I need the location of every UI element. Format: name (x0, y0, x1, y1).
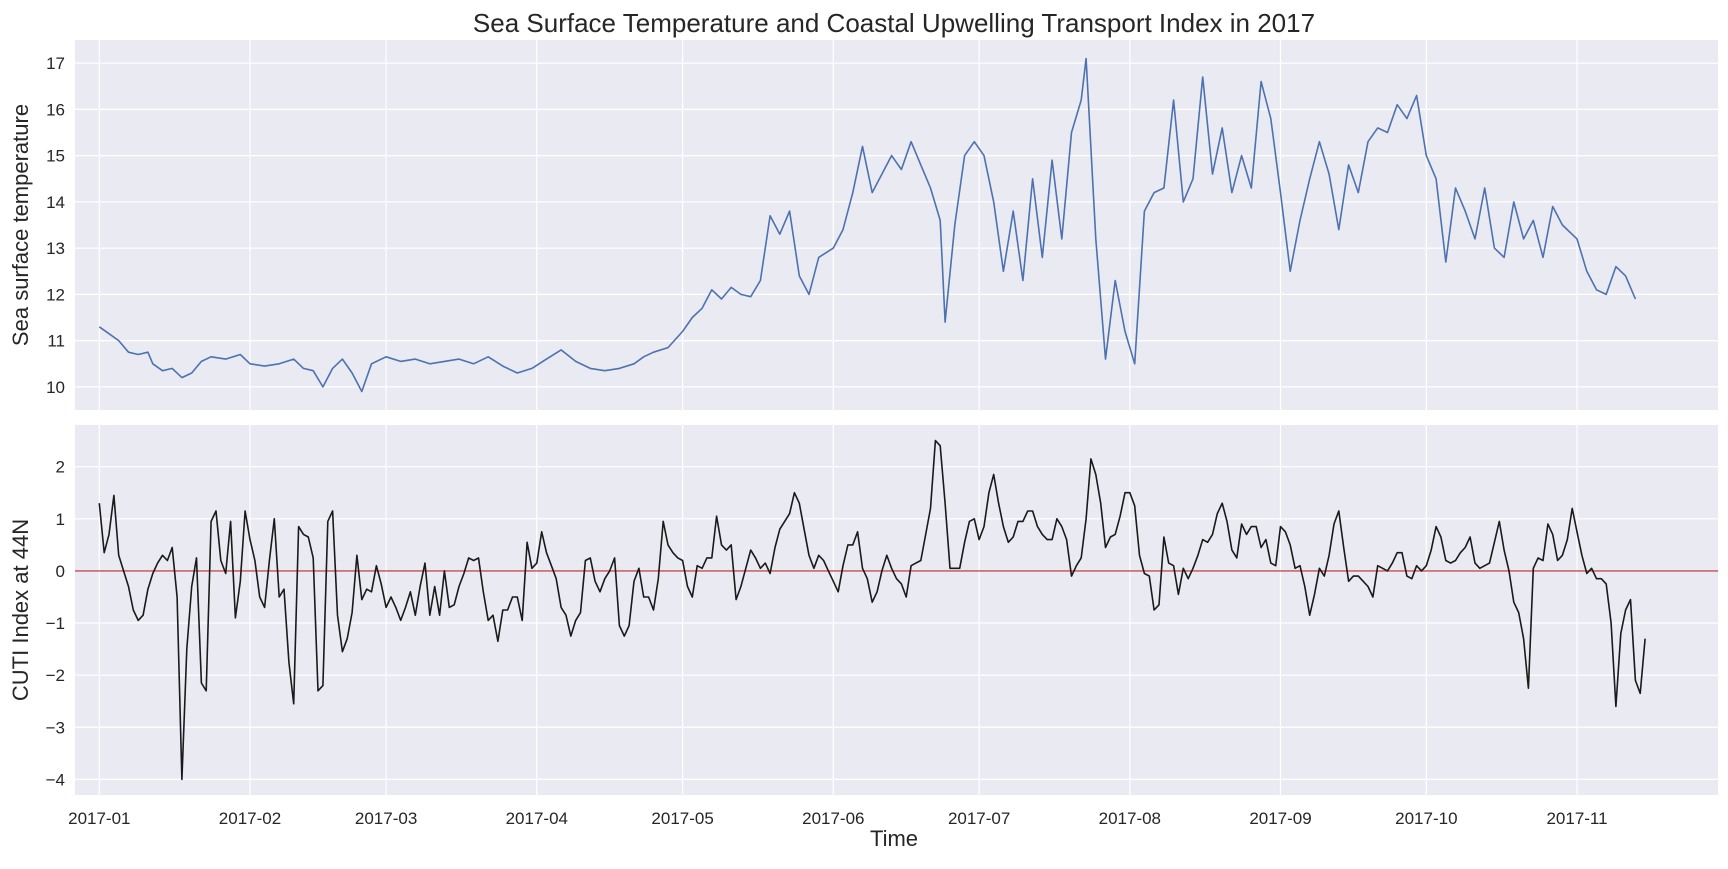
x-axis-label: Time (870, 826, 918, 851)
x-tick-label: 2017-09 (1249, 809, 1311, 828)
y-tick-label: 13 (46, 239, 65, 258)
x-tick-label: 2017-03 (355, 809, 417, 828)
y-tick-label: 1 (56, 510, 65, 529)
x-tick-label: 2017-05 (651, 809, 713, 828)
x-tick-label: 2017-08 (1099, 809, 1161, 828)
chart-title: Sea Surface Temperature and Coastal Upwe… (473, 8, 1315, 38)
y-tick-label: 17 (46, 54, 65, 73)
y-axis-label: CUTI Index at 44N (8, 519, 33, 701)
y-tick-label: 10 (46, 378, 65, 397)
plot-area (75, 425, 1718, 795)
y-tick-label: 11 (47, 332, 65, 351)
x-tick-label: 2017-04 (506, 809, 568, 828)
x-tick-label: 2017-07 (948, 809, 1010, 828)
y-tick-label: −2 (46, 666, 65, 685)
x-tick-label: 2017-11 (1546, 809, 1607, 828)
sst-series-line (98, 57, 1637, 393)
y-tick-label: −1 (46, 614, 65, 633)
x-tick-label: 2017-02 (219, 809, 281, 828)
y-tick-label: −3 (46, 718, 65, 737)
plot-area (75, 40, 1718, 410)
y-tick-label: 12 (46, 285, 65, 304)
y-tick-label: −4 (46, 770, 65, 789)
y-tick-label: 14 (46, 193, 65, 212)
y-tick-label: 16 (46, 100, 65, 119)
y-tick-label: 0 (56, 562, 65, 581)
y-axis-label: Sea surface temperature (8, 104, 33, 346)
temperature-panel: 10 11 12 13 14 15 16 17 Sea surface temperature (8, 40, 1718, 410)
x-tick-label: 2017-01 (68, 809, 130, 828)
cuti-series-line (98, 439, 1646, 781)
x-tick-label: 2017-06 (802, 809, 864, 828)
y-tick-label: 2 (56, 458, 65, 477)
cuti-panel: −4 −3 −2 −1 0 1 2 2017-01 2017-02 2017-03 2017-04 2… (8, 425, 1718, 828)
x-tick-label: 2017-10 (1395, 809, 1457, 828)
y-tick-label: 15 (46, 147, 65, 166)
